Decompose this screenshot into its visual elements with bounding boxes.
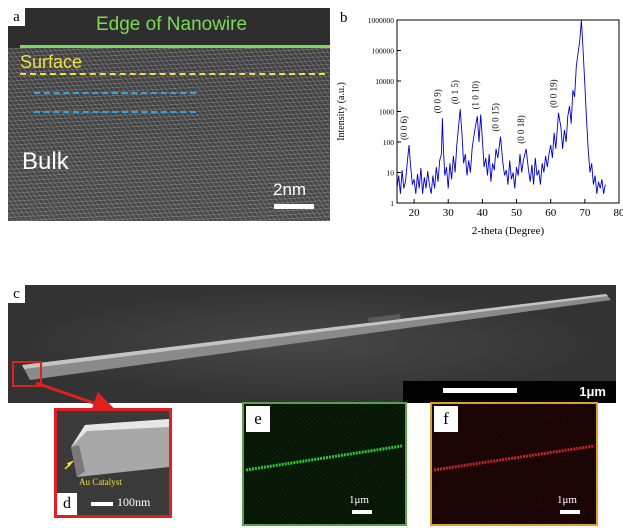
y-tick-label: 10000: [375, 77, 394, 86]
y-tick-label: 1000: [379, 108, 394, 117]
panel-e-scale-bar: [352, 510, 372, 514]
panel-a-label: a: [8, 8, 25, 26]
panel-c-label: c: [8, 285, 25, 303]
panel-f-scale-bar: [560, 510, 580, 514]
panel-c-scale-text: 1μm: [579, 384, 606, 399]
panel-a-tem-image: a Edge of Nanowire Surface Bulk 2nm: [8, 8, 330, 221]
x-tick-label: 40: [477, 207, 489, 219]
panel-f-scale-text: 1μm: [557, 494, 577, 506]
panel-e-scale-text: 1μm: [349, 494, 369, 506]
peak-label: (0 0 9): [432, 89, 442, 113]
y-tick-label: 1: [390, 199, 394, 208]
peak-label: (0 0 15): [490, 103, 500, 131]
x-tick-label: 20: [409, 207, 421, 219]
eds-red-noise: [432, 404, 596, 524]
panel-b-label: b: [340, 10, 348, 26]
au-catalyst-label: Au Catalyst: [79, 477, 122, 487]
y-tick-label: 100000: [372, 47, 395, 56]
peak-label: (1 0 10): [471, 81, 481, 110]
x-tick-label: 70: [579, 207, 591, 219]
x-tick-label: 60: [545, 207, 557, 219]
xrd-chart: 20 30 40 50 60 70 80 1 10 100 1000 10000 100000 10000…: [336, 16, 623, 237]
panel-d-scale-bar: [91, 502, 113, 506]
x-tick-label: 80: [614, 207, 623, 219]
peak-label: (0 0 19): [549, 79, 559, 108]
y-tick-label: 10: [387, 169, 395, 178]
x-tick-label: 30: [443, 207, 455, 219]
panel-c-sem-image: c 1μm: [8, 285, 616, 403]
layer-line-2: [34, 111, 196, 113]
panel-f-eds-map: f 1μm: [430, 402, 598, 526]
edge-line: [20, 45, 330, 48]
peak-label: (0 0 18): [516, 115, 526, 144]
vacuum-region: [8, 8, 330, 48]
panel-f-label: f: [434, 406, 458, 432]
y-axis-label: Intensity (a.u.): [336, 82, 347, 141]
xrd-series-line: [396, 19, 606, 194]
surface-label: Surface: [20, 52, 83, 72]
eds-green-noise: [244, 404, 405, 524]
surface-dashed-line: [20, 73, 325, 75]
peak-label: (0 0 6): [399, 116, 409, 140]
bulk-label: Bulk: [22, 148, 69, 175]
peak-label: (0 1 5): [450, 80, 460, 104]
catalyst-highlight-box: [12, 361, 42, 387]
x-axis-label: 2-theta (Degree): [472, 225, 545, 237]
panel-a-scale-bar: [274, 204, 314, 209]
panel-d-sem-zoom: Au Catalyst d 100nm: [54, 408, 172, 518]
edge-of-nanowire-label: Edge of Nanowire: [96, 14, 248, 35]
green-signal-line: [245, 444, 403, 472]
panel-e-label: e: [246, 406, 270, 432]
panel-a-scale-text: 2nm: [273, 180, 307, 199]
panel-c-scale-bar: [443, 388, 517, 393]
y-tick-label: 1000000: [368, 16, 395, 25]
panel-c-scale-strip: 1μm: [403, 381, 616, 403]
nanowire-shape: [22, 294, 611, 380]
y-tick-label: 100: [383, 138, 395, 147]
panel-d-label: d: [57, 493, 77, 515]
x-tick-label: 50: [511, 207, 523, 219]
panel-d-scale-text: 100nm: [117, 495, 151, 509]
layer-line-1: [34, 92, 196, 94]
panel-e-eds-map: e 1μm: [242, 402, 407, 526]
nanowire-tip-shape: [64, 419, 169, 477]
